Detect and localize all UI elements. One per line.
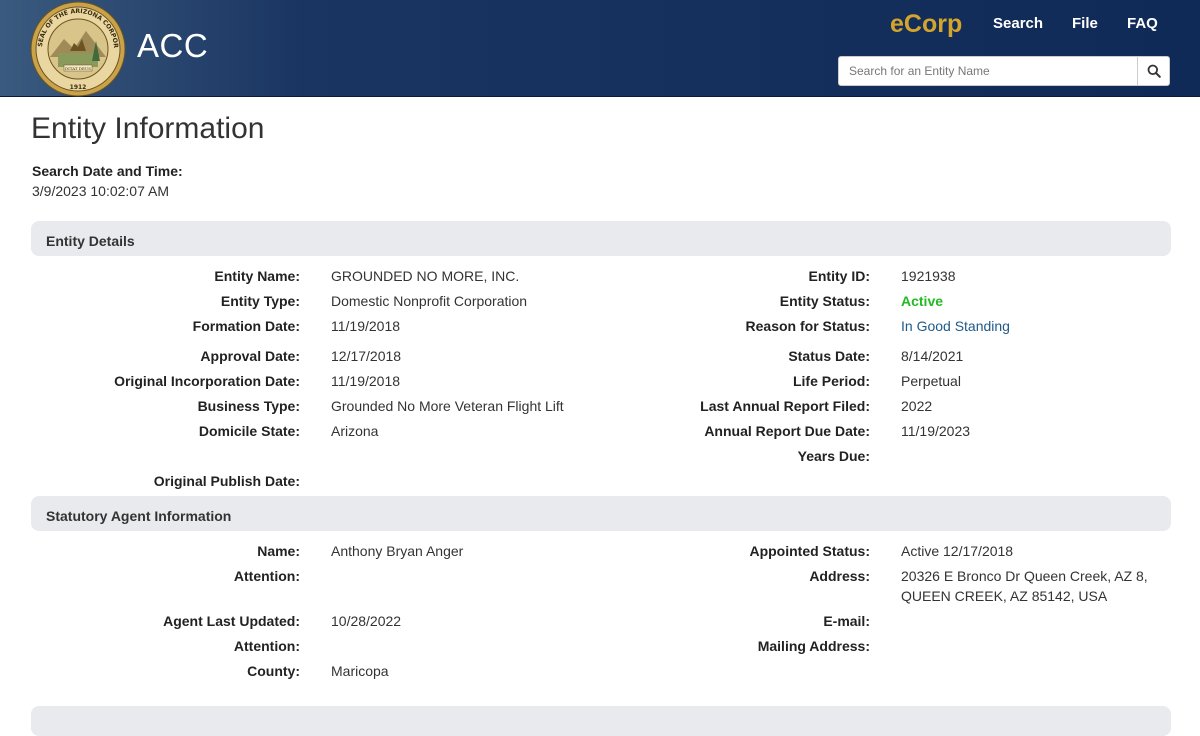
business-type-value: Grounded No More Veteran Flight Lift xyxy=(331,398,564,414)
entity-status-label: Entity Status: xyxy=(779,293,870,309)
last-annual-report-value: 2022 xyxy=(901,398,933,414)
annual-report-due-value: 11/19/2023 xyxy=(901,423,971,439)
business-type-label: Business Type: xyxy=(197,398,300,414)
page-title: Entity Information xyxy=(31,112,265,145)
nav-file-link[interactable]: File xyxy=(1072,15,1098,32)
entity-search-box xyxy=(838,56,1170,86)
appointed-status-value: Active 12/17/2018 xyxy=(901,543,1014,559)
mailing-attention-label: Attention: xyxy=(233,638,300,654)
agent-address-line2: QUEEN CREEK, AZ 85142, USA xyxy=(901,588,1108,604)
entity-name-label: Entity Name: xyxy=(214,268,300,284)
statutory-agent-heading[interactable]: Statutory Agent Information xyxy=(31,496,1171,531)
domicile-state-value: Arizona xyxy=(331,423,379,439)
original-incorporation-date-label: Original Incorporation Date: xyxy=(114,373,300,389)
years-due-label: Years Due: xyxy=(797,448,870,464)
annual-report-due-label: Annual Report Due Date: xyxy=(704,423,870,439)
svg-text:DITAT DEUS: DITAT DEUS xyxy=(65,66,91,71)
entity-id-label: Entity ID: xyxy=(808,268,870,284)
entity-type-label: Entity Type: xyxy=(220,293,300,309)
entity-status-value: Active xyxy=(901,293,944,309)
reason-for-status-value[interactable]: In Good Standing xyxy=(901,318,1010,334)
search-button[interactable] xyxy=(1137,57,1169,85)
agent-email-label: E-mail: xyxy=(823,613,870,629)
agent-last-updated-value: 10/28/2022 xyxy=(331,613,402,629)
nav-search-link[interactable]: Search xyxy=(993,15,1044,32)
status-date-label: Status Date: xyxy=(788,348,870,364)
approval-date-value: 12/17/2018 xyxy=(331,348,402,364)
mailing-address-label: Mailing Address: xyxy=(757,638,870,654)
agent-name-value: Anthony Bryan Anger xyxy=(331,543,464,559)
svg-text:1912: 1912 xyxy=(70,84,87,91)
seal-logo[interactable]: SEAL OF THE ARIZONA CORPORATION COMMISSI… xyxy=(30,1,126,97)
status-date-value: 8/14/2021 xyxy=(901,348,964,364)
domicile-state-label: Domicile State: xyxy=(198,423,300,439)
entity-name-value: GROUNDED NO MORE, INC. xyxy=(331,268,520,284)
header-bar: SEAL OF THE ARIZONA CORPORATION COMMISSI… xyxy=(0,0,1200,97)
brand-title[interactable]: ACC xyxy=(137,27,209,64)
search-icon xyxy=(1147,64,1161,78)
search-date-value: 3/9/2023 10:02:07 AM xyxy=(32,183,169,199)
entity-id-value: 1921938 xyxy=(901,268,956,284)
agent-attention-label: Attention: xyxy=(233,568,300,584)
agent-name-label: Name: xyxy=(257,543,300,559)
formation-date-value: 11/19/2018 xyxy=(331,318,401,334)
approval-date-label: Approval Date: xyxy=(200,348,300,364)
county-value: Maricopa xyxy=(331,663,389,679)
life-period-label: Life Period: xyxy=(792,373,870,389)
ecorp-logo-text[interactable]: eCorp xyxy=(890,10,963,38)
original-incorporation-date-value: 11/19/2018 xyxy=(331,373,401,389)
nav-faq-link[interactable]: FAQ xyxy=(1127,15,1158,32)
agent-address-label: Address: xyxy=(809,568,870,584)
life-period-value: Perpetual xyxy=(901,373,961,389)
entity-details-heading[interactable]: Entity Details xyxy=(31,221,1171,256)
last-annual-report-label: Last Annual Report Filed: xyxy=(700,398,870,414)
entity-search-input[interactable] xyxy=(839,57,1137,85)
agent-last-updated-label: Agent Last Updated: xyxy=(163,613,300,629)
search-date-label: Search Date and Time: xyxy=(32,163,183,179)
county-label: County: xyxy=(247,663,300,679)
appointed-status-label: Appointed Status: xyxy=(749,543,870,559)
next-section-heading[interactable] xyxy=(31,706,1171,736)
agent-address-line1: 20326 E Bronco Dr Queen Creek, AZ 8, xyxy=(901,568,1148,584)
agent-address-value: 20326 E Bronco Dr Queen Creek, AZ 8, QUE… xyxy=(901,566,1181,606)
original-publish-date-label: Original Publish Date: xyxy=(153,473,300,489)
reason-for-status-label: Reason for Status: xyxy=(745,318,870,334)
formation-date-label: Formation Date: xyxy=(192,318,300,334)
entity-type-value: Domestic Nonprofit Corporation xyxy=(331,293,528,309)
